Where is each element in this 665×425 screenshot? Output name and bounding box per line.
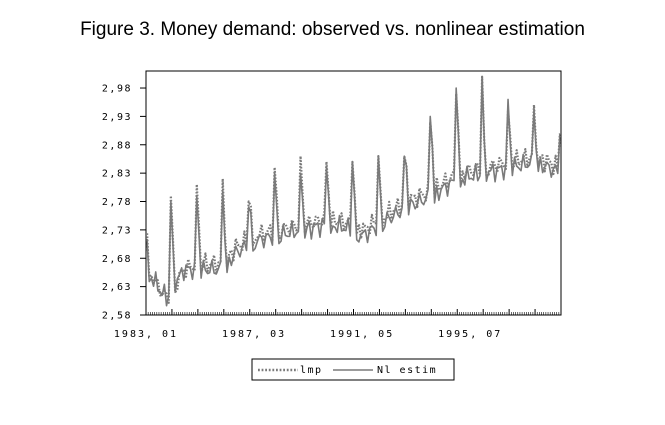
y-tick-label: 2,63 — [102, 282, 132, 293]
y-tick-label: 2,73 — [102, 225, 132, 236]
x-tick-label: 1983, 01 — [114, 329, 178, 340]
x-tick-label: 1987, 03 — [222, 329, 286, 340]
y-tick-label: 2,88 — [102, 140, 132, 151]
y-tick-label: 2,83 — [102, 169, 132, 180]
y-tick-label: 2,98 — [102, 84, 132, 95]
y-tick-label: 2,78 — [102, 197, 132, 208]
legend-label-2: Nl estim — [377, 365, 437, 376]
x-tick-label: 1991, 05 — [330, 329, 394, 340]
plot-area — [145, 70, 562, 316]
y-axis: 2,58 2,63 2,68 2,73 2,78 2,83 2,88 2,93 2,98 — [102, 84, 146, 322]
chart-title: Figure 3. Money demand: observed vs. non… — [80, 19, 585, 40]
y-tick-label: 2,58 — [102, 311, 132, 322]
series-line-2 — [146, 75, 561, 307]
x-axis: 1983, 01 1987, 03 1991, 05 1995, 07 — [114, 309, 560, 340]
series-layer — [145, 75, 562, 307]
y-tick-label: 2,68 — [102, 254, 132, 265]
x-tick-label: 1995, 07 — [438, 329, 502, 340]
legend: lmp Nl estim — [251, 358, 455, 381]
legend-label-1: lmp — [300, 365, 323, 376]
y-tick-label: 2,93 — [102, 112, 132, 123]
